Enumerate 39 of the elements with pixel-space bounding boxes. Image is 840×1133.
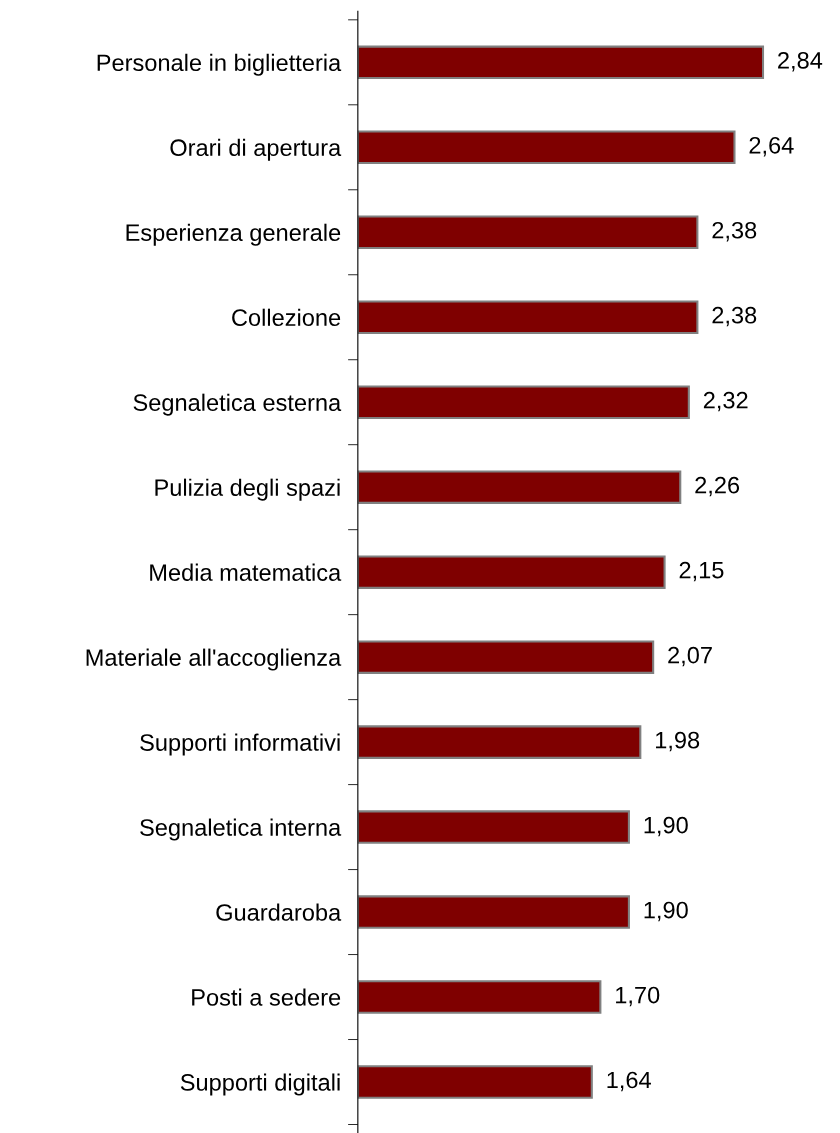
- data-label: 1,90: [644, 816, 688, 837]
- data-label: 2,84: [778, 51, 823, 72]
- bar: [357, 300, 699, 334]
- bar: [357, 980, 602, 1014]
- data-label: 1,70: [616, 986, 660, 1007]
- y-tick-label: Segnaletica esterna: [133, 393, 342, 416]
- y-tick-label: Posti a sedere: [192, 988, 341, 1006]
- y-tick-label: Media matematica: [150, 563, 342, 581]
- y-tick-label: Pulizia degli spazi: [155, 478, 340, 501]
- bar: [357, 1065, 593, 1099]
- data-label: 1,64: [607, 1071, 651, 1092]
- bar: [357, 555, 666, 589]
- y-tick-label: Supporti digitali: [180, 1073, 340, 1096]
- data-label: 2,26: [695, 476, 740, 497]
- y-tick-label: Orari di apertura: [170, 138, 342, 161]
- bar: [357, 45, 765, 80]
- y-tick-label: Segnaletica interna: [140, 818, 342, 841]
- y-tick-label: Materiale all'accoglienza: [86, 648, 342, 671]
- data-label: 2,64: [749, 136, 794, 157]
- data-label: 2,38: [712, 306, 757, 327]
- data-label: 1,98: [656, 731, 700, 752]
- bar: [357, 385, 690, 419]
- bar: [357, 215, 699, 250]
- bar: [357, 470, 682, 504]
- y-tick-label: Esperienza generale: [126, 223, 341, 246]
- y-tick-label: Collezione: [232, 308, 341, 327]
- y-tick-label: Personale in biglietteria: [97, 53, 342, 76]
- data-label: 2,38: [712, 221, 757, 242]
- bar: [357, 725, 642, 759]
- data-label: 2,15: [679, 561, 724, 582]
- y-tick-label: Supporti informativi: [140, 733, 340, 756]
- bar: [357, 810, 630, 844]
- bar: [357, 640, 655, 674]
- data-label: 2,32: [703, 391, 748, 412]
- data-label: 1,90: [644, 901, 688, 922]
- data-label: 2,07: [668, 646, 712, 667]
- y-tick-label: Guardaroba: [216, 903, 342, 921]
- bar: [357, 895, 630, 929]
- bar: [357, 130, 736, 165]
